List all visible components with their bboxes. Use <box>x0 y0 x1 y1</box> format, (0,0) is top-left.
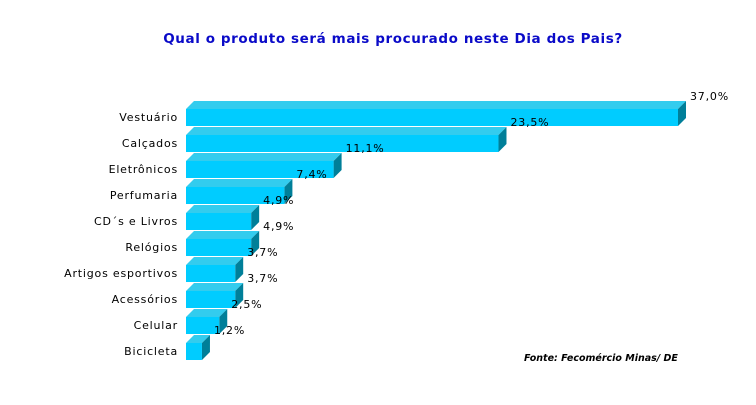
category-label: Bicicleta <box>124 345 178 358</box>
bar-group: Celular 2,5% <box>134 298 262 334</box>
bar-group: Artigos esportivos 3,7% <box>64 246 278 282</box>
bar-side <box>235 283 244 308</box>
value-label: 11,1% <box>346 142 385 155</box>
bar-side <box>284 179 293 204</box>
bar <box>186 291 236 308</box>
bar-side <box>201 335 210 360</box>
bar <box>186 187 285 204</box>
bar-top <box>186 231 260 239</box>
bar <box>186 265 236 282</box>
bar-top <box>186 205 260 213</box>
bar-side <box>678 101 686 126</box>
category-label: Relógios <box>125 241 178 254</box>
value-label: 3,7% <box>247 272 278 285</box>
bar-group: Relógios 4,9% <box>125 220 294 256</box>
bar-side <box>235 257 244 282</box>
bar <box>186 213 252 230</box>
bar-side <box>219 309 228 334</box>
bar-top <box>186 153 342 161</box>
bar-side <box>498 127 507 152</box>
value-label: 2,5% <box>231 298 262 311</box>
bar <box>186 343 202 360</box>
bar-side <box>251 205 260 230</box>
category-label: Acessórios <box>112 293 178 306</box>
bar-top <box>186 335 210 343</box>
category-label: Celular <box>134 319 178 332</box>
chart-title: Qual o produto será mais procurado neste… <box>163 31 623 47</box>
bar-group: Calçados 23,5% <box>122 116 549 152</box>
category-label: Eletrônicos <box>109 163 178 176</box>
value-label: 4,9% <box>263 220 294 233</box>
bar-group: CD´s e Livros 4,9% <box>94 194 294 230</box>
bar-top <box>186 179 293 187</box>
bar-group: Bicicleta 1,2% <box>124 324 245 360</box>
value-label: 23,5% <box>510 116 549 129</box>
category-label: Vestuário <box>119 111 178 124</box>
bar-side <box>251 231 260 256</box>
bar-side <box>333 153 342 178</box>
bar-top <box>186 127 507 135</box>
value-label: 7,4% <box>296 168 327 181</box>
bar <box>186 135 499 152</box>
value-label: 1,2% <box>214 324 245 337</box>
bars-group: Vestuário 37,0% Calçados 23,5% Eletrônicos 11… <box>64 90 729 360</box>
category-label: Perfumaria <box>110 189 178 202</box>
bar <box>186 239 252 256</box>
bar <box>186 317 220 334</box>
bar-group: Vestuário 37,0% <box>119 90 729 126</box>
category-label: Calçados <box>122 137 178 150</box>
bar-group: Perfumaria 7,4% <box>110 168 327 204</box>
chart-source: Fonte: Fecomércio Minas/ DE <box>524 353 678 364</box>
value-label: 37,0% <box>690 90 729 103</box>
bar-top <box>186 257 244 265</box>
bar-group: Acessórios 3,7% <box>112 272 278 308</box>
bar-top <box>186 283 244 291</box>
bar <box>186 109 678 126</box>
value-label: 3,7% <box>247 246 278 259</box>
value-label: 4,9% <box>263 194 294 207</box>
bar <box>186 161 334 178</box>
category-label: CD´s e Livros <box>94 215 178 228</box>
bar-top <box>186 101 686 109</box>
category-label: Artigos esportivos <box>64 267 178 280</box>
bar-top <box>186 309 228 317</box>
bar-group: Eletrônicos 11,1% <box>109 142 385 178</box>
